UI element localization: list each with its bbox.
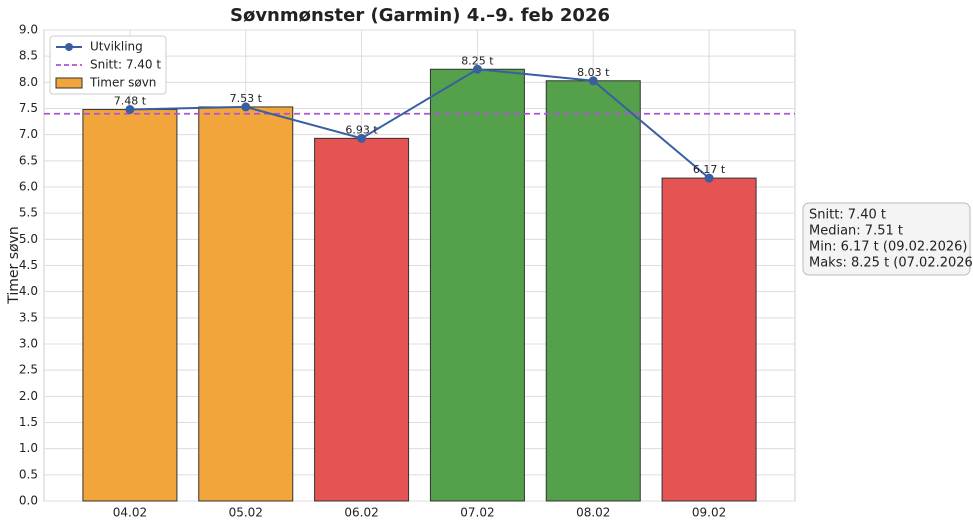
value-label: 8.03 t [577,66,610,79]
y-tick-label: 9.0 [19,23,38,37]
bar [661,177,757,502]
trend-point [472,64,482,74]
y-tick-label: 0.5 [19,467,38,481]
bar [82,109,178,502]
y-tick-label: 4.0 [19,284,38,298]
y-tick-label: 0.0 [19,494,38,508]
trend-point [125,105,135,115]
y-tick-label: 2.0 [19,389,38,403]
trend-line [129,68,710,179]
stats-text: Min: 6.17 t (09.02.2026) [809,240,967,255]
x-tick-label: 06.02 [344,506,378,520]
y-tick-label: 4.5 [19,258,38,272]
legend-label: Utvikling [90,40,143,54]
y-tick-label: 5.0 [19,232,38,246]
x-tick-label: 08.02 [576,506,610,520]
y-tick-label: 7.5 [19,101,38,115]
y-tick-label: 8.0 [19,75,38,89]
trend-point [588,76,598,86]
value-label: 7.53 t [230,92,263,105]
y-tick-label: 6.0 [19,180,38,194]
y-tick-label: 2.5 [19,363,38,377]
bar [314,137,410,502]
y-tick-label: 6.5 [19,153,38,167]
legend-swatch [65,43,73,51]
value-label: 7.48 t [114,95,147,108]
trend-point [357,133,367,143]
stats-text: Maks: 8.25 t (07.02.2026) [809,256,973,271]
stats-text: Median: 7.51 t [809,224,903,239]
value-label: 6.93 t [345,123,378,136]
chart-title: Søvnmønster (Garmin) 4.–9. feb 2026 [230,5,610,26]
x-tick-label: 04.02 [113,506,147,520]
trend-point [241,102,251,112]
bar [545,80,641,502]
legend-label: Snitt: 7.40 t [90,58,161,72]
x-tick-label: 09.02 [692,506,726,520]
y-tick-label: 1.0 [19,441,38,455]
trend-point [704,173,714,183]
y-tick-label: 5.5 [19,206,38,220]
y-tick-label: 8.5 [19,49,38,63]
stats-text: Snitt: 7.40 t [809,208,886,223]
stats-box [802,202,971,276]
bar [429,68,525,502]
x-tick-label: 07.02 [460,506,494,520]
y-tick-label: 3.5 [19,310,38,324]
y-tick-label: 1.5 [19,415,38,429]
x-tick-label: 05.02 [229,506,263,520]
y-tick-label: 3.0 [19,337,38,351]
y-axis-label: Timer søvn [6,226,22,305]
y-tick-label: 7.0 [19,127,38,141]
value-label: 6.17 t [693,163,726,176]
value-label: 8.25 t [461,54,494,67]
legend-label: Timer søvn [89,76,156,90]
bar [198,106,294,502]
legend-swatch [55,77,83,89]
